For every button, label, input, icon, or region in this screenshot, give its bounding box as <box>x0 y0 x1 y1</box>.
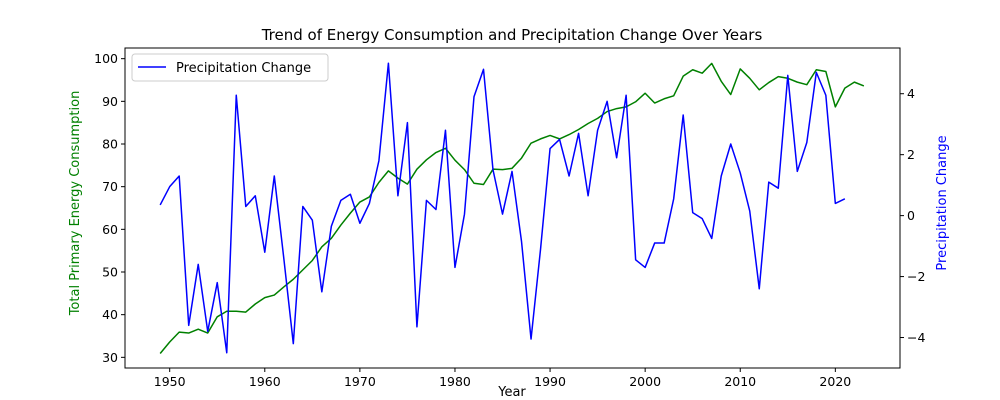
y-right-tick-label: −4 <box>907 330 925 345</box>
y-right-axis-label: Precipitation Change <box>935 135 950 270</box>
y-right-axis-ticks: −4 −2 0 2 4 <box>900 86 925 345</box>
y-left-tick-label: 50 <box>102 265 118 280</box>
plot-lines <box>159 62 865 354</box>
x-tick-label: 1980 <box>439 374 471 389</box>
x-tick-label: 1950 <box>154 374 186 389</box>
y-left-tick-label: 40 <box>102 307 118 322</box>
legend-label-precipitation: Precipitation Change <box>176 61 311 76</box>
y-left-tick-label: 80 <box>102 137 118 152</box>
x-axis-ticks: 1950 1960 1970 1980 1990 2000 2010 2020 <box>154 368 851 389</box>
y-right-tick-label: 4 <box>907 86 915 101</box>
series-line-precipitation-change <box>159 62 846 354</box>
y-left-tick-label: 90 <box>102 94 118 109</box>
y-left-tick-label: 70 <box>102 179 118 194</box>
x-tick-label: 2010 <box>724 374 756 389</box>
x-axis-label: Year <box>497 385 526 400</box>
y-right-tick-label: 0 <box>907 208 915 223</box>
y-left-tick-label: 100 <box>94 51 118 66</box>
y-left-tick-label: 30 <box>102 350 118 365</box>
plot-frame <box>124 47 901 369</box>
chart-title: Trend of Energy Consumption and Precipit… <box>261 26 763 44</box>
x-tick-label: 1960 <box>249 374 281 389</box>
x-tick-label: 2020 <box>819 374 851 389</box>
x-tick-label: 2000 <box>629 374 661 389</box>
legend-box <box>131 53 329 82</box>
x-tick-label: 1990 <box>534 374 566 389</box>
legend: Precipitation Change <box>131 53 329 82</box>
y-left-axis-label: Total Primary Energy Consumption <box>68 91 83 317</box>
y-left-axis-ticks: 30 40 50 60 70 80 90 100 <box>94 51 125 365</box>
y-right-tick-label: 2 <box>907 147 915 162</box>
x-tick-label: 1970 <box>344 374 376 389</box>
y-left-tick-label: 60 <box>102 222 118 237</box>
series-line-energy-consumption <box>159 62 865 354</box>
y-right-tick-label: −2 <box>907 269 925 284</box>
